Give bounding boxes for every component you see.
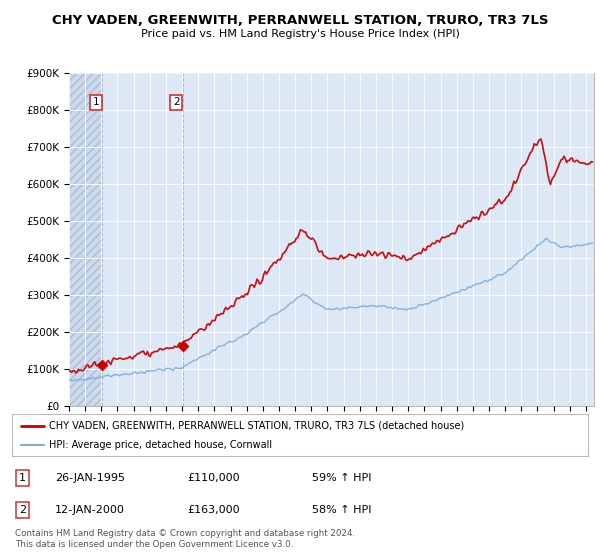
Text: Price paid vs. HM Land Registry's House Price Index (HPI): Price paid vs. HM Land Registry's House … — [140, 29, 460, 39]
Text: £163,000: £163,000 — [188, 505, 241, 515]
Text: HPI: Average price, detached house, Cornwall: HPI: Average price, detached house, Corn… — [49, 440, 272, 450]
Text: 2: 2 — [173, 97, 179, 108]
Text: CHY VADEN, GREENWITH, PERRANWELL STATION, TRURO, TR3 7LS: CHY VADEN, GREENWITH, PERRANWELL STATION… — [52, 14, 548, 27]
Text: CHY VADEN, GREENWITH, PERRANWELL STATION, TRURO, TR3 7LS (detached house): CHY VADEN, GREENWITH, PERRANWELL STATION… — [49, 421, 464, 431]
Text: 59% ↑ HPI: 59% ↑ HPI — [311, 473, 371, 483]
Bar — [69, 73, 103, 406]
Text: 58% ↑ HPI: 58% ↑ HPI — [311, 505, 371, 515]
Text: 2: 2 — [19, 505, 26, 515]
Text: 26-JAN-1995: 26-JAN-1995 — [55, 473, 125, 483]
Bar — [103, 73, 183, 406]
Text: £110,000: £110,000 — [188, 473, 241, 483]
Text: 1: 1 — [92, 97, 99, 108]
Text: 1: 1 — [19, 473, 26, 483]
Text: Contains HM Land Registry data © Crown copyright and database right 2024.
This d: Contains HM Land Registry data © Crown c… — [15, 529, 355, 549]
Text: 12-JAN-2000: 12-JAN-2000 — [55, 505, 125, 515]
